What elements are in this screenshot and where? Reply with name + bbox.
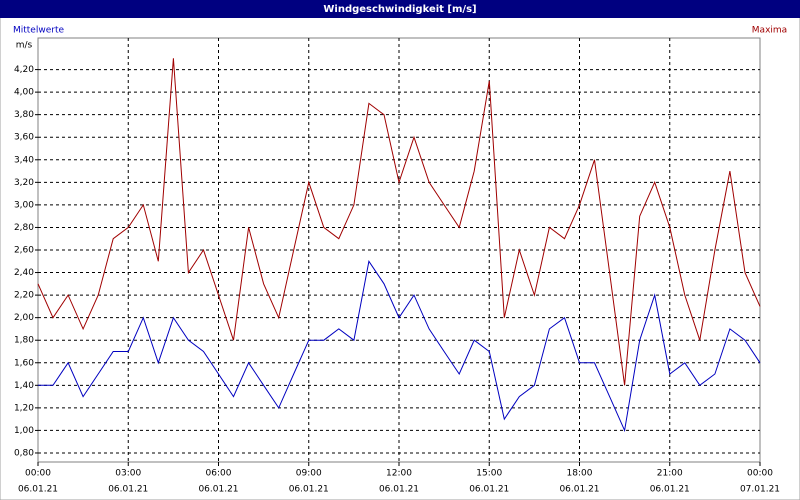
x-tick-label: 09:00 (296, 469, 322, 479)
chart-title: Windgeschwindigkeit [m/s] (323, 4, 476, 15)
y-tick-label: 0,80 (14, 448, 34, 458)
x-tick-date: 06.01.21 (18, 485, 58, 495)
x-tick-date: 06.01.21 (559, 485, 599, 495)
x-tick-date: 06.01.21 (650, 485, 690, 495)
x-tick-date: 06.01.21 (198, 485, 238, 495)
y-tick-label: 3,80 (14, 110, 34, 120)
series-line (37, 58, 761, 386)
y-unit-label: m/s (16, 41, 33, 51)
legend-entry: Mittelwerte (13, 26, 64, 36)
y-tick-label: 2,60 (14, 246, 34, 256)
y-tick-label: 1,40 (14, 381, 34, 391)
y-tick-label: 3,60 (14, 133, 34, 143)
x-tick-label: 00:00 (25, 469, 51, 479)
y-tick-label: 2,20 (14, 291, 34, 301)
y-tick-label: 1,80 (14, 336, 34, 346)
y-tick-label: 3,20 (14, 178, 34, 188)
x-tick-date: 07.01.21 (740, 485, 780, 495)
title-bar (0, 0, 800, 18)
x-tick-label: 15:00 (476, 469, 502, 479)
y-tick-label: 1,00 (14, 426, 34, 436)
y-tick-label: 2,40 (14, 268, 34, 278)
x-tick-date: 06.01.21 (469, 485, 509, 495)
x-tick-label: 00:00 (747, 469, 773, 479)
x-tick-date: 06.01.21 (379, 485, 419, 495)
x-tick-label: 21:00 (657, 469, 683, 479)
y-tick-label: 2,00 (14, 313, 34, 323)
y-tick-label: 3,00 (14, 200, 34, 210)
x-tick-label: 18:00 (567, 469, 593, 479)
legend-entry: Maxima (752, 26, 787, 36)
x-tick-label: 03:00 (115, 469, 141, 479)
x-tick-date: 06.01.21 (289, 485, 329, 495)
x-tick-date: 06.01.21 (108, 485, 148, 495)
x-tick-label: 12:00 (386, 469, 412, 479)
y-tick-label: 4,00 (14, 88, 34, 98)
y-tick-label: 3,40 (14, 155, 34, 165)
x-tick-label: 06:00 (206, 469, 232, 479)
y-tick-label: 1,60 (14, 358, 34, 368)
y-tick-label: 4,20 (14, 65, 34, 75)
y-tick-label: 1,20 (14, 403, 34, 413)
y-tick-label: 2,80 (14, 223, 34, 233)
series-line (38, 260, 761, 433)
